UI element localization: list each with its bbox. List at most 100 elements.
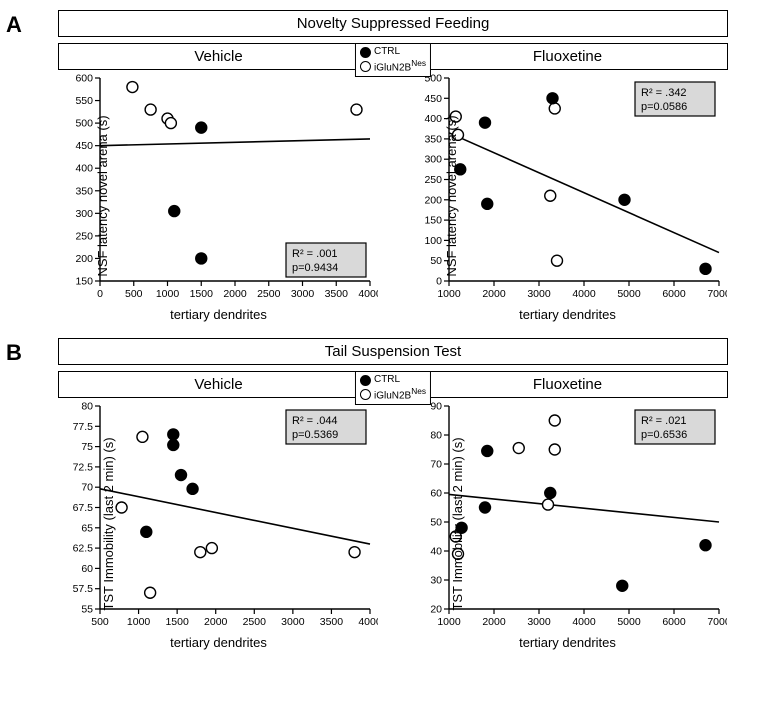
svg-text:150: 150 bbox=[424, 215, 442, 227]
svg-text:3000: 3000 bbox=[291, 288, 315, 300]
svg-text:p=0.5369: p=0.5369 bbox=[292, 429, 338, 441]
svg-text:4000: 4000 bbox=[358, 288, 378, 300]
svg-text:5000: 5000 bbox=[617, 288, 641, 300]
svg-text:150: 150 bbox=[75, 276, 93, 288]
svg-text:80: 80 bbox=[81, 401, 93, 413]
panel-b-subtitles: Vehicle CTRL iGluN2BNes Fluoxetine bbox=[58, 371, 728, 398]
svg-text:5000: 5000 bbox=[617, 616, 641, 628]
svg-text:6000: 6000 bbox=[662, 616, 686, 628]
legend-ctrl-label-b: CTRL bbox=[374, 374, 400, 386]
svg-text:60: 60 bbox=[81, 563, 93, 575]
svg-text:500: 500 bbox=[125, 288, 143, 300]
svg-text:70: 70 bbox=[81, 482, 93, 494]
svg-text:4000: 4000 bbox=[572, 616, 596, 628]
legend-ctrl-marker-b bbox=[360, 375, 371, 386]
svg-text:p=0.9434: p=0.9434 bbox=[292, 262, 338, 274]
panel-b-right-ylabel: TST Immobility (last 2 min) (s) bbox=[450, 437, 465, 610]
panel-a-right-ylabel: NSF latency novel arena (s) bbox=[444, 115, 459, 276]
panel-b-letter: B bbox=[6, 340, 22, 366]
svg-text:2500: 2500 bbox=[243, 616, 267, 628]
svg-text:3500: 3500 bbox=[325, 288, 349, 300]
legend-ctrl-marker bbox=[360, 47, 371, 58]
svg-text:400: 400 bbox=[75, 163, 93, 175]
svg-text:1000: 1000 bbox=[437, 616, 461, 628]
svg-text:200: 200 bbox=[75, 253, 93, 265]
svg-text:3500: 3500 bbox=[320, 616, 344, 628]
svg-text:500: 500 bbox=[75, 118, 93, 130]
panel-b-left-xlabel: tertiary dendrites bbox=[58, 635, 379, 650]
svg-text:R² = .021: R² = .021 bbox=[641, 415, 687, 427]
svg-text:90: 90 bbox=[430, 401, 442, 413]
svg-text:1000: 1000 bbox=[127, 616, 151, 628]
svg-text:2000: 2000 bbox=[482, 616, 506, 628]
panel-b: B Tail Suspension Test Vehicle CTRL iGlu… bbox=[10, 338, 758, 650]
svg-text:R² = .044: R² = .044 bbox=[292, 415, 338, 427]
svg-text:500: 500 bbox=[91, 616, 109, 628]
legend-ctrl-b: CTRL bbox=[360, 374, 426, 386]
panel-a-right-chart-cell: NSF latency novel arena (s) 050100150200… bbox=[407, 70, 728, 322]
svg-text:0: 0 bbox=[97, 288, 103, 300]
svg-text:2500: 2500 bbox=[257, 288, 281, 300]
svg-text:7000: 7000 bbox=[707, 616, 727, 628]
svg-text:80: 80 bbox=[430, 430, 442, 442]
svg-text:40: 40 bbox=[430, 546, 442, 558]
svg-text:67.5: 67.5 bbox=[73, 502, 94, 514]
panel-a: A Novelty Suppressed Feeding Vehicle CTR… bbox=[10, 10, 758, 322]
svg-text:550: 550 bbox=[75, 95, 93, 107]
panel-b-right-subtitle: Fluoxetine bbox=[407, 371, 728, 398]
panel-b-left-chart-cell: TST Immobility (last 2 min) (s) 55 57.5 60… bbox=[58, 398, 379, 650]
svg-text:4000: 4000 bbox=[358, 616, 378, 628]
svg-text:p=0.6536: p=0.6536 bbox=[641, 429, 687, 441]
panel-b-right-xlabel: tertiary dendrites bbox=[407, 635, 728, 650]
svg-text:50: 50 bbox=[430, 517, 442, 529]
svg-text:p=0.0586: p=0.0586 bbox=[641, 101, 687, 113]
panel-a-left-chart-cell: NSF latency novel arena (s) 150 200 250 300… bbox=[58, 70, 379, 322]
svg-text:300: 300 bbox=[424, 154, 442, 166]
svg-text:3000: 3000 bbox=[527, 288, 551, 300]
svg-text:1000: 1000 bbox=[437, 288, 461, 300]
legend-ko: iGluN2BNes bbox=[360, 58, 426, 74]
panel-b-charts: TST Immobility (last 2 min) (s) 55 57.5 60… bbox=[58, 398, 728, 650]
svg-text:350: 350 bbox=[75, 185, 93, 197]
svg-text:75: 75 bbox=[81, 441, 93, 453]
panel-a-left-ylabel: NSF latency novel arena (s) bbox=[95, 115, 110, 276]
panel-b-legend: CTRL iGluN2BNes bbox=[355, 371, 431, 405]
svg-text:57.5: 57.5 bbox=[73, 583, 94, 595]
svg-text:600: 600 bbox=[75, 73, 93, 85]
svg-text:200: 200 bbox=[424, 194, 442, 206]
legend-ko-label-b: iGluN2BNes bbox=[374, 386, 426, 402]
svg-text:2000: 2000 bbox=[482, 288, 506, 300]
svg-text:3000: 3000 bbox=[281, 616, 305, 628]
legend-ctrl-label: CTRL bbox=[374, 46, 400, 58]
figure-container: A Novelty Suppressed Feeding Vehicle CTR… bbox=[10, 10, 758, 650]
svg-text:350: 350 bbox=[424, 133, 442, 145]
panel-a-left-subtitle: Vehicle bbox=[58, 43, 379, 70]
svg-text:1500: 1500 bbox=[165, 616, 189, 628]
svg-text:65: 65 bbox=[81, 522, 93, 534]
svg-text:2000: 2000 bbox=[204, 616, 228, 628]
panel-b-left-subtitle: Vehicle bbox=[58, 371, 379, 398]
legend-ko-b: iGluN2BNes bbox=[360, 386, 426, 402]
panel-b-right-chart-cell: TST Immobility (last 2 min) (s) 20304050… bbox=[407, 398, 728, 650]
svg-text:100: 100 bbox=[424, 235, 442, 247]
legend-ko-marker bbox=[360, 61, 371, 72]
svg-text:7000: 7000 bbox=[707, 288, 727, 300]
panel-a-title: Novelty Suppressed Feeding bbox=[58, 10, 728, 37]
panel-a-charts: NSF latency novel arena (s) 150 200 250 300… bbox=[58, 70, 728, 322]
svg-text:72.5: 72.5 bbox=[73, 461, 94, 473]
panel-a-letter: A bbox=[6, 12, 22, 38]
svg-text:1500: 1500 bbox=[190, 288, 214, 300]
panel-a-right-subtitle: Fluoxetine bbox=[407, 43, 728, 70]
svg-text:4000: 4000 bbox=[572, 288, 596, 300]
svg-text:50: 50 bbox=[430, 255, 442, 267]
svg-text:3000: 3000 bbox=[527, 616, 551, 628]
svg-text:55: 55 bbox=[81, 604, 93, 616]
panel-a-left-xlabel: tertiary dendrites bbox=[58, 307, 379, 322]
panel-a-legend: CTRL iGluN2BNes bbox=[355, 43, 431, 77]
svg-text:77.5: 77.5 bbox=[73, 421, 94, 433]
svg-text:400: 400 bbox=[424, 113, 442, 125]
panel-b-left-ylabel: TST Immobility (last 2 min) (s) bbox=[101, 437, 116, 610]
svg-text:20: 20 bbox=[430, 604, 442, 616]
svg-text:R² = .342: R² = .342 bbox=[641, 87, 687, 99]
svg-text:250: 250 bbox=[75, 230, 93, 242]
